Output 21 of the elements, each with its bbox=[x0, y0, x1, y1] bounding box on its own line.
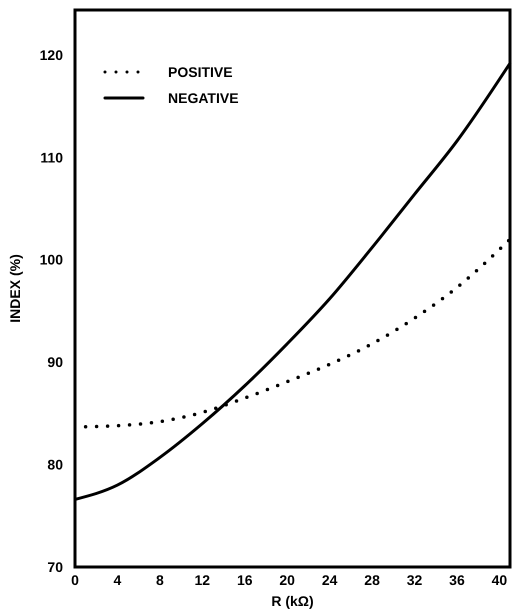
x-tick-label: 16 bbox=[236, 572, 253, 588]
y-tick-label: 80 bbox=[47, 456, 64, 473]
x-tick-label: 20 bbox=[279, 572, 296, 588]
x-tick-label: 28 bbox=[364, 572, 380, 588]
x-tick-label: 0 bbox=[71, 572, 80, 588]
y-tick-label: 120 bbox=[40, 46, 64, 63]
y-tick-label: 100 bbox=[40, 252, 64, 268]
y-axis-title: INDEX (%) bbox=[7, 254, 23, 323]
x-tick-label: 32 bbox=[406, 572, 423, 588]
y-tick-label: 70 bbox=[47, 558, 64, 575]
x-tick-label: 36 bbox=[449, 572, 465, 588]
x-tick-label: 24 bbox=[322, 572, 338, 588]
legend-label: POSITIVE bbox=[168, 64, 233, 80]
x-tick-label: 40 bbox=[492, 572, 508, 588]
x-tick-label: 4 bbox=[114, 572, 122, 588]
x-axis-title: R (kΩ) bbox=[271, 593, 314, 609]
x-tick-label: 12 bbox=[194, 572, 210, 588]
y-tick-label: 110 bbox=[40, 149, 64, 166]
x-tick-label: 8 bbox=[156, 572, 164, 588]
y-tick-label: 90 bbox=[47, 354, 64, 370]
legend-label: NEGATIVE bbox=[168, 90, 239, 106]
